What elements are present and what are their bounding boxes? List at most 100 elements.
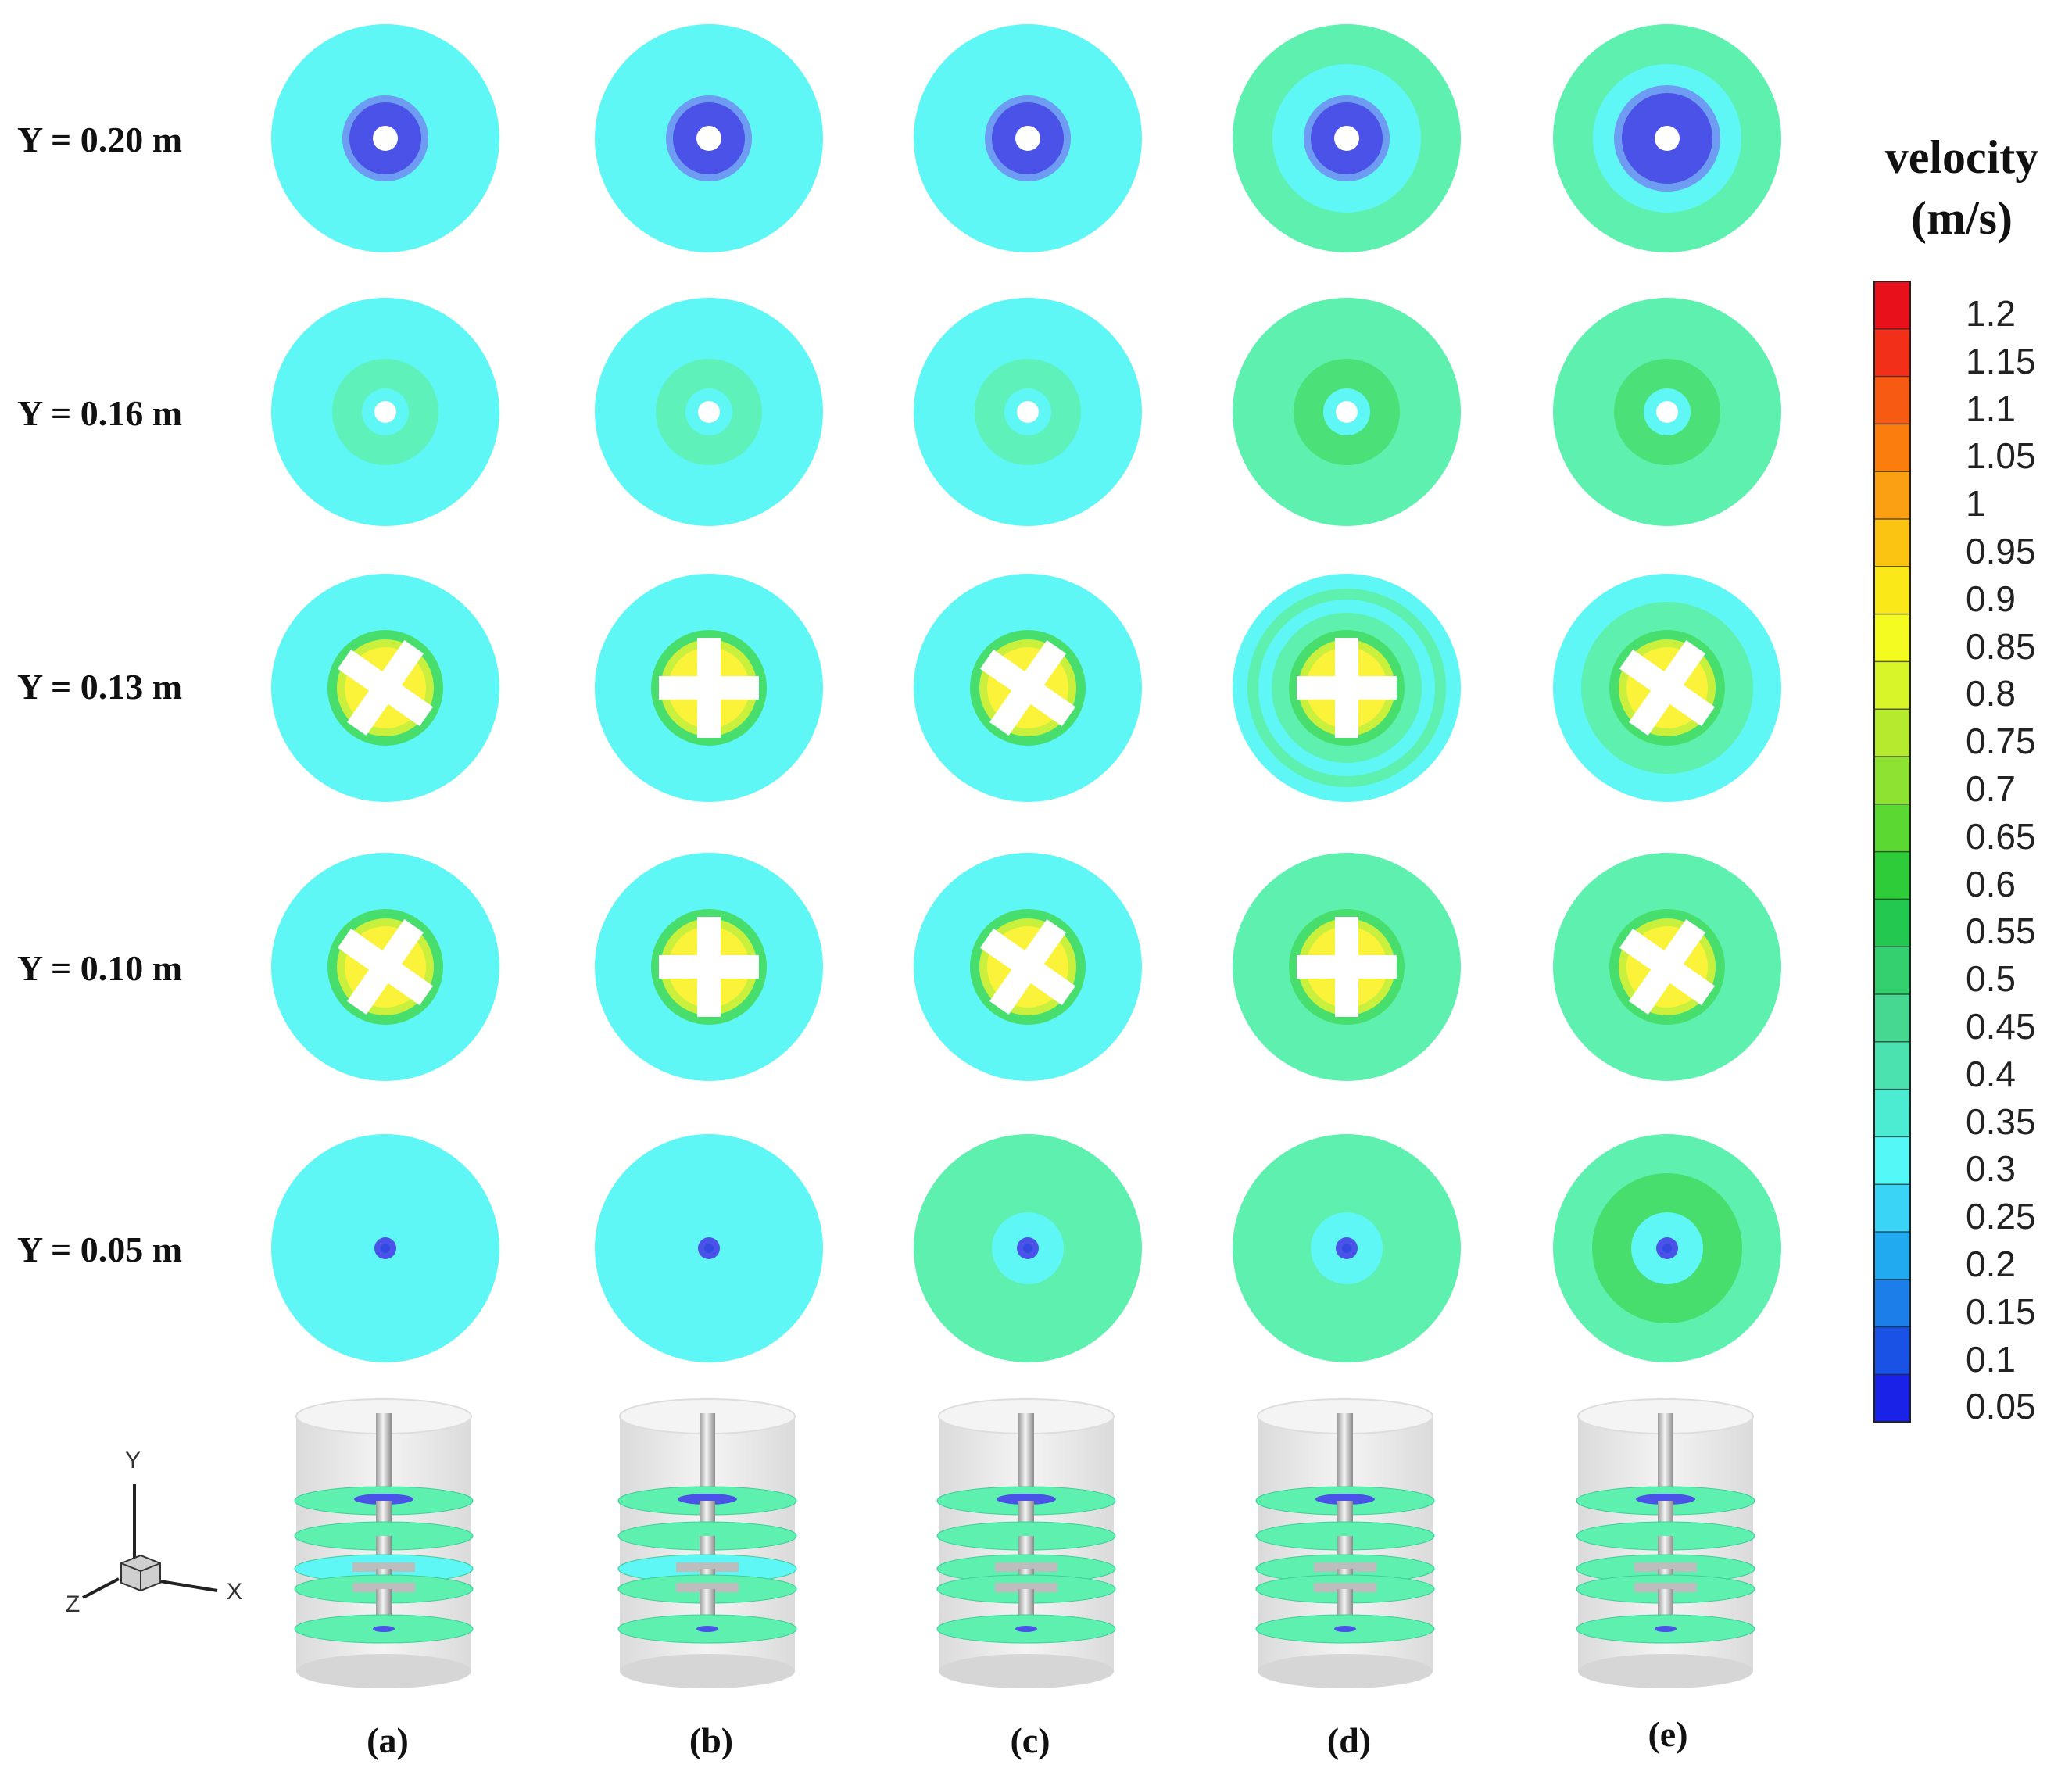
legend-title-velocity: velocity bbox=[1884, 131, 2039, 183]
impeller-blade bbox=[995, 1562, 1057, 1572]
contour-panel-r5-c3 bbox=[914, 1134, 1142, 1362]
legend-tick-label: 0.65 bbox=[1966, 815, 2036, 857]
shaft-hole bbox=[696, 126, 721, 151]
legend-tick-label: 0.95 bbox=[1966, 531, 2036, 571]
impeller-blade-cross bbox=[659, 638, 759, 738]
contour-core bbox=[704, 1244, 714, 1253]
legend-tick-label: 0.85 bbox=[1966, 625, 2036, 667]
legend-tick-label: 0.55 bbox=[1966, 911, 2036, 952]
legend-tick-label: 0.1 bbox=[1966, 1338, 2016, 1380]
contour-panel-r1-c4 bbox=[1233, 24, 1461, 252]
legend-tick-label: 0.75 bbox=[1966, 721, 2036, 762]
tank-bottom bbox=[939, 1654, 1114, 1688]
column-label-a: (a) bbox=[367, 1720, 409, 1760]
z-axis-line bbox=[82, 1577, 120, 1599]
contour-panel-r3-c3 bbox=[914, 574, 1142, 802]
impeller-blade bbox=[1634, 1562, 1697, 1572]
impeller-blade-cross bbox=[1619, 918, 1716, 1015]
slice-core bbox=[373, 1626, 395, 1632]
impeller-blade bbox=[676, 1562, 739, 1572]
contour-panel-r5-c2 bbox=[595, 1134, 823, 1362]
contour-panel-r4-c3 bbox=[914, 853, 1142, 1081]
legend-color-segment bbox=[1874, 1136, 1910, 1185]
tank-view-3 bbox=[936, 1398, 1116, 1688]
legend-tick-label: 0.2 bbox=[1966, 1244, 2016, 1284]
legend-color-segment bbox=[1874, 519, 1910, 567]
impeller-blade-cross bbox=[1297, 638, 1397, 738]
legend-tick-label: 1.2 bbox=[1966, 293, 2016, 334]
legend-color-segment bbox=[1874, 614, 1910, 662]
impeller-blade bbox=[1314, 1562, 1376, 1572]
contour-panel-r4-c2 bbox=[595, 853, 823, 1081]
legend-tick-label: 1.15 bbox=[1966, 340, 2036, 381]
x-axis-line bbox=[159, 1580, 218, 1592]
legend-color-segment bbox=[1874, 661, 1910, 710]
impeller-blade bbox=[352, 1562, 415, 1572]
legend-color-segment bbox=[1874, 804, 1910, 853]
shaft-hole bbox=[374, 401, 396, 423]
shaft bbox=[700, 1413, 715, 1501]
legend-color-segment bbox=[1874, 424, 1910, 472]
row-label-y-0.10: Y = 0.10 m bbox=[17, 948, 183, 988]
impeller-blade-cross bbox=[1619, 639, 1716, 736]
contour-core bbox=[1023, 1244, 1032, 1253]
tank-bottom bbox=[620, 1654, 795, 1688]
column-label-b: (b) bbox=[689, 1720, 734, 1760]
slice-core bbox=[1315, 1494, 1375, 1505]
contour-ring bbox=[1247, 868, 1446, 1066]
impeller-blade bbox=[995, 1583, 1057, 1592]
slice-core bbox=[1334, 1626, 1356, 1632]
slice-core bbox=[696, 1626, 718, 1632]
contour-core bbox=[381, 1244, 390, 1253]
impeller-blade-cross bbox=[979, 918, 1076, 1015]
legend-tick-label: 0.3 bbox=[1966, 1148, 2016, 1190]
shaft-hole bbox=[1334, 126, 1359, 151]
tank-view-1 bbox=[294, 1398, 474, 1688]
column-label-d: (d) bbox=[1326, 1720, 1372, 1760]
column-label-e: (e) bbox=[1648, 1714, 1688, 1754]
legend-color-segment bbox=[1874, 376, 1910, 424]
contour-panel-r5-c1 bbox=[271, 1134, 499, 1362]
legend-color-segment bbox=[1874, 1374, 1910, 1423]
legend-title-unit: (m/s) bbox=[1911, 192, 2013, 244]
contour-panel-r2-c1 bbox=[271, 298, 499, 526]
legend-tick-label: 0.5 bbox=[1966, 958, 2016, 1000]
legend-color-segment bbox=[1874, 281, 1910, 330]
row-label-y-0.16: Y = 0.16 m bbox=[17, 393, 183, 433]
legend-tick-label: 0.6 bbox=[1966, 863, 2016, 904]
legend-tick-label: 0.25 bbox=[1966, 1196, 2036, 1237]
legend-tick-label: 0.8 bbox=[1966, 673, 2016, 714]
legend-color-segment bbox=[1874, 1279, 1910, 1328]
legend-bar-frame bbox=[1873, 281, 1911, 1423]
impeller-blade-cross bbox=[337, 639, 434, 736]
legend-color-segment bbox=[1874, 899, 1910, 947]
tank-view-4 bbox=[1255, 1398, 1435, 1688]
legend-color-segment bbox=[1874, 328, 1910, 378]
tank-view-5 bbox=[1576, 1398, 1755, 1688]
impeller-blade-cross bbox=[1297, 917, 1397, 1017]
contour-panel-r5-c5 bbox=[1553, 1134, 1781, 1362]
tank-view-2 bbox=[617, 1398, 797, 1688]
row-label-y-0.20: Y = 0.20 m bbox=[17, 120, 183, 159]
legend-color-segment bbox=[1874, 1184, 1910, 1233]
shaft bbox=[1018, 1413, 1034, 1501]
contour-panel-r1-c1 bbox=[271, 24, 499, 252]
shaft-hole bbox=[1015, 126, 1040, 151]
axis-label-x: X bbox=[227, 1579, 243, 1605]
row-label-y-0.13: Y = 0.13 m bbox=[17, 667, 183, 707]
contour-core bbox=[1342, 1244, 1351, 1253]
shaft-hole bbox=[373, 126, 398, 151]
contour-panel-r3-c5 bbox=[1553, 574, 1781, 802]
impeller-blade bbox=[676, 1583, 739, 1592]
tank-bottom bbox=[296, 1654, 471, 1688]
legend-color-segment bbox=[1874, 1089, 1910, 1137]
contour-panel-r1-c3 bbox=[914, 24, 1142, 252]
slice-core bbox=[1636, 1494, 1695, 1505]
impeller-blade-cross bbox=[979, 639, 1076, 736]
contour-panel-r2-c2 bbox=[595, 298, 823, 526]
contour-ring bbox=[1247, 589, 1446, 787]
column-label-c: (c) bbox=[1010, 1720, 1050, 1760]
contour-panel-r3-c4 bbox=[1233, 574, 1461, 802]
legend-tick-label: 0.4 bbox=[1966, 1053, 2016, 1094]
